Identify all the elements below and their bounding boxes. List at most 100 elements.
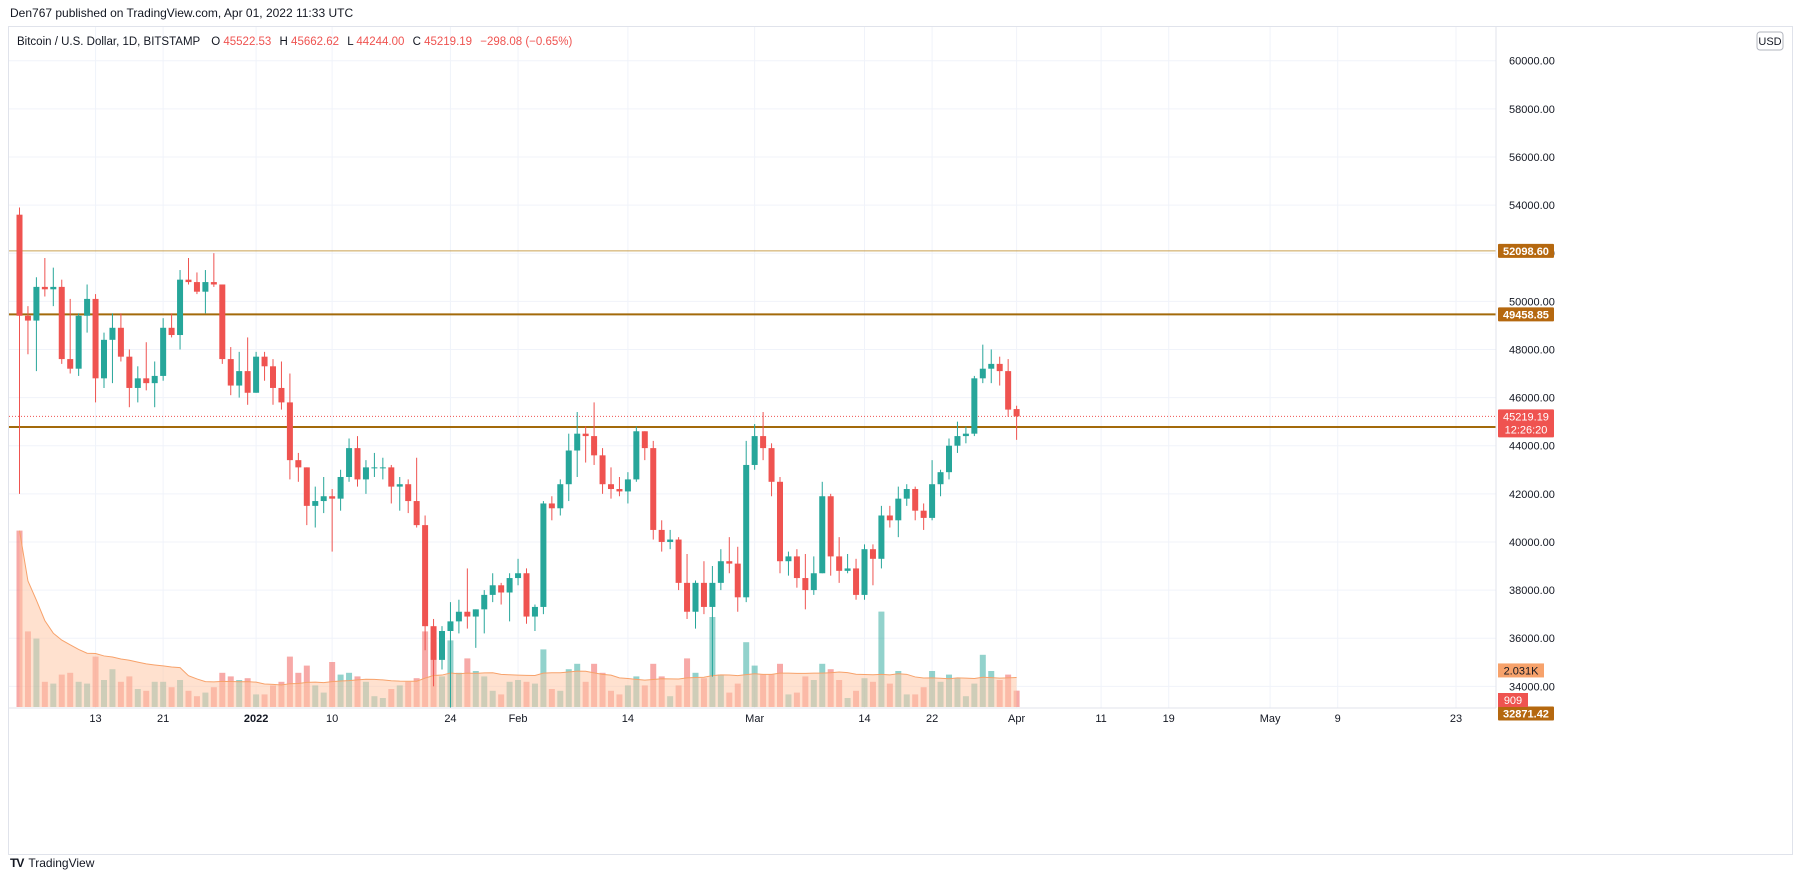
candle[interactable] [396, 476, 403, 511]
candle[interactable] [768, 443, 775, 497]
candle[interactable] [67, 298, 74, 374]
candle[interactable] [329, 489, 336, 552]
candle[interactable] [531, 604, 538, 631]
candle[interactable] [515, 558, 522, 586]
candle[interactable] [903, 484, 910, 506]
candle[interactable] [430, 618, 437, 687]
candle[interactable] [827, 493, 834, 576]
candle[interactable] [439, 626, 445, 670]
candle[interactable] [751, 424, 758, 470]
candle[interactable] [261, 351, 268, 381]
candle[interactable] [819, 481, 826, 574]
candle[interactable] [540, 501, 547, 615]
candle[interactable] [971, 375, 978, 437]
candle[interactable] [726, 537, 733, 574]
candle[interactable] [684, 553, 691, 619]
candle[interactable] [422, 515, 429, 651]
candle[interactable] [472, 609, 479, 648]
candle[interactable] [641, 431, 648, 461]
candle[interactable] [413, 457, 420, 528]
candle[interactable] [464, 568, 471, 629]
candle[interactable] [388, 464, 395, 504]
candle[interactable] [75, 313, 82, 376]
candle[interactable] [734, 546, 741, 612]
candle[interactable] [244, 337, 251, 405]
candle[interactable] [548, 496, 555, 521]
candle[interactable] [760, 412, 767, 461]
candle[interactable] [599, 448, 606, 494]
candle[interactable] [177, 270, 184, 350]
candle[interactable] [312, 486, 319, 528]
candle[interactable] [836, 537, 843, 583]
candle[interactable] [143, 342, 150, 391]
candle[interactable] [979, 344, 986, 384]
candle[interactable] [920, 503, 927, 530]
candle[interactable] [134, 366, 141, 403]
candle[interactable] [193, 272, 200, 295]
candle[interactable] [210, 253, 217, 287]
candle[interactable] [447, 602, 454, 710]
candle[interactable] [777, 476, 783, 574]
candle[interactable] [624, 472, 631, 504]
candle[interactable] [33, 277, 40, 372]
candle[interactable] [988, 349, 995, 384]
candle[interactable] [489, 573, 496, 603]
candle[interactable] [270, 359, 276, 405]
candle[interactable] [1005, 359, 1012, 417]
candle[interactable] [937, 469, 944, 497]
candle[interactable] [523, 568, 530, 624]
candle[interactable] [954, 421, 961, 453]
candle[interactable] [227, 347, 234, 396]
candle[interactable] [793, 549, 800, 588]
candle[interactable] [481, 590, 488, 634]
candle[interactable] [58, 279, 65, 364]
candle[interactable] [658, 520, 665, 552]
candle[interactable] [168, 313, 175, 338]
candle[interactable] [962, 426, 969, 444]
candle[interactable] [405, 479, 412, 514]
candle[interactable] [101, 332, 107, 388]
candle[interactable] [692, 580, 699, 629]
candle[interactable] [278, 361, 285, 410]
candle[interactable] [608, 467, 614, 499]
candle[interactable] [878, 505, 885, 569]
candle[interactable] [557, 479, 564, 516]
candle[interactable] [743, 440, 750, 603]
candle[interactable] [802, 553, 809, 610]
candle[interactable] [126, 349, 133, 408]
candle[interactable] [785, 551, 792, 576]
candle[interactable] [667, 529, 674, 550]
candle[interactable] [861, 544, 868, 600]
currency-button[interactable]: USD [1756, 31, 1784, 51]
candle[interactable] [506, 573, 513, 622]
candle[interactable] [295, 452, 302, 482]
candle[interactable] [700, 561, 707, 615]
candle[interactable] [853, 558, 860, 600]
candle[interactable] [1013, 405, 1020, 440]
candle[interactable] [996, 356, 1003, 386]
candle[interactable] [202, 270, 209, 314]
candle[interactable] [185, 258, 192, 285]
candle[interactable] [354, 436, 361, 487]
candle[interactable] [109, 313, 116, 384]
candle[interactable] [160, 318, 167, 381]
candle[interactable] [455, 599, 462, 634]
candle[interactable] [362, 460, 369, 494]
candle[interactable] [869, 544, 876, 586]
candle[interactable] [41, 258, 48, 297]
candle[interactable] [582, 426, 589, 463]
candle[interactable] [886, 505, 893, 528]
candle[interactable] [346, 438, 353, 482]
candle[interactable] [650, 440, 657, 540]
candle[interactable] [92, 294, 99, 403]
candle[interactable] [151, 361, 158, 408]
candle[interactable] [574, 412, 581, 477]
candle[interactable] [379, 457, 386, 480]
candle[interactable] [717, 549, 724, 591]
candle[interactable] [616, 476, 623, 497]
candle[interactable] [498, 582, 505, 605]
candle[interactable] [219, 284, 226, 364]
candle[interactable] [371, 452, 378, 477]
candle[interactable] [84, 284, 91, 333]
